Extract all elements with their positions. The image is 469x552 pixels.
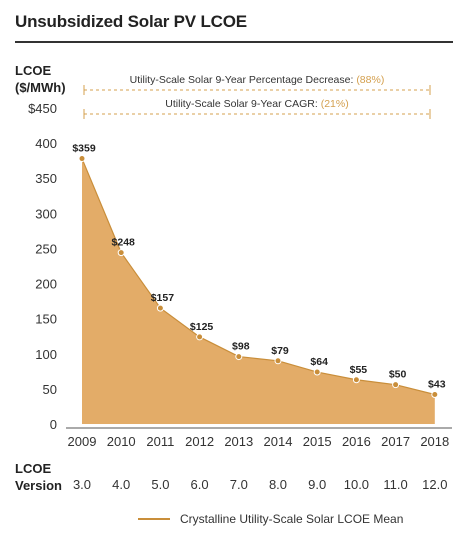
x-tick-label-2015: 2015	[303, 434, 332, 449]
y-tick-label-9: 0	[50, 417, 57, 432]
y-tick-label-7: 100	[35, 347, 57, 362]
data-point-2016	[352, 376, 360, 384]
data-label-2018: $43	[428, 379, 446, 391]
version-value-8: 11.0	[383, 477, 407, 492]
legend: Crystalline Utility-Scale Solar LCOE Mea…	[138, 512, 403, 526]
x-tick-label-2010: 2010	[107, 434, 136, 449]
x-tick-label-2011: 2011	[146, 434, 174, 449]
data-label-2009: $359	[72, 143, 96, 155]
data-label-2017: $50	[389, 369, 407, 381]
version-value-9: 12.0	[422, 477, 447, 492]
y-tick-label-1: 400	[35, 136, 57, 151]
version-value-5: 8.0	[269, 477, 287, 492]
data-label-2011: $157	[151, 292, 175, 304]
annotation-text-0: Utility-Scale Solar 9-Year Percentage De…	[130, 74, 385, 86]
data-point-2013	[235, 353, 243, 361]
data-point-2010	[117, 249, 125, 257]
x-tick-label-2017: 2017	[381, 434, 410, 449]
legend-label: Crystalline Utility-Scale Solar LCOE Mea…	[180, 512, 404, 526]
data-point-2011	[156, 304, 164, 312]
annotation-value-0: (88%)	[356, 74, 384, 86]
y-tick-label-5: 200	[35, 277, 57, 292]
legend-swatch	[138, 518, 170, 520]
data-point-2015	[313, 368, 321, 376]
version-value-1: 4.0	[112, 477, 130, 492]
x-tick-label-2013: 2013	[224, 434, 253, 449]
version-value-4: 7.0	[230, 477, 248, 492]
y-tick-label-2: 350	[35, 171, 57, 186]
x-tick-label-2018: 2018	[420, 434, 449, 449]
version-value-2: 5.0	[151, 477, 169, 492]
data-label-2015: $64	[310, 356, 328, 368]
y-tick-label-3: 300	[35, 206, 57, 221]
y-axis-label-line2: ($/MWh)	[15, 80, 66, 95]
data-label-2016: $55	[350, 364, 368, 376]
data-label-2013: $98	[232, 341, 250, 353]
title-divider	[15, 41, 453, 43]
annotation-value-1: (21%)	[321, 98, 349, 110]
x-tick-label-2014: 2014	[264, 434, 293, 449]
version-value-3: 6.0	[191, 477, 209, 492]
version-label-line1: LCOE	[15, 461, 52, 476]
y-axis-label-line1: LCOE	[15, 63, 52, 78]
x-tick-label-2016: 2016	[342, 434, 371, 449]
data-label-2012: $125	[190, 321, 214, 333]
y-tick-label-8: 50	[43, 382, 57, 397]
x-tick-label-2012: 2012	[185, 434, 214, 449]
data-point-2018	[431, 391, 439, 399]
annotation-text-1: Utility-Scale Solar 9-Year CAGR: (21%)	[165, 98, 348, 110]
series-line	[81, 158, 435, 396]
data-point-2009	[78, 155, 86, 163]
y-tick-label-6: 150	[35, 312, 57, 327]
y-tick-label-4: 250	[35, 241, 57, 256]
y-tick-label-0: $450	[28, 101, 57, 116]
data-point-2017	[392, 381, 400, 389]
annotation-label-0: Utility-Scale Solar 9-Year Percentage De…	[130, 74, 357, 86]
data-point-2012	[196, 333, 204, 341]
x-tick-label-2009: 2009	[68, 434, 97, 449]
version-value-6: 9.0	[308, 477, 326, 492]
data-label-2010: $248	[112, 237, 136, 249]
annotation-label-1: Utility-Scale Solar 9-Year CAGR:	[165, 98, 320, 110]
version-label-line2: Version	[15, 478, 62, 493]
version-value-7: 10.0	[344, 477, 369, 492]
version-value-0: 3.0	[73, 477, 91, 492]
y-axis-label: LCOE ($/MWh)	[15, 62, 66, 96]
data-label-2014: $79	[271, 345, 289, 357]
data-point-2014	[274, 357, 282, 365]
version-row-label: LCOE Version	[15, 460, 62, 494]
area-fill	[82, 158, 435, 424]
chart-title: Unsubsidized Solar PV LCOE	[15, 12, 247, 31]
